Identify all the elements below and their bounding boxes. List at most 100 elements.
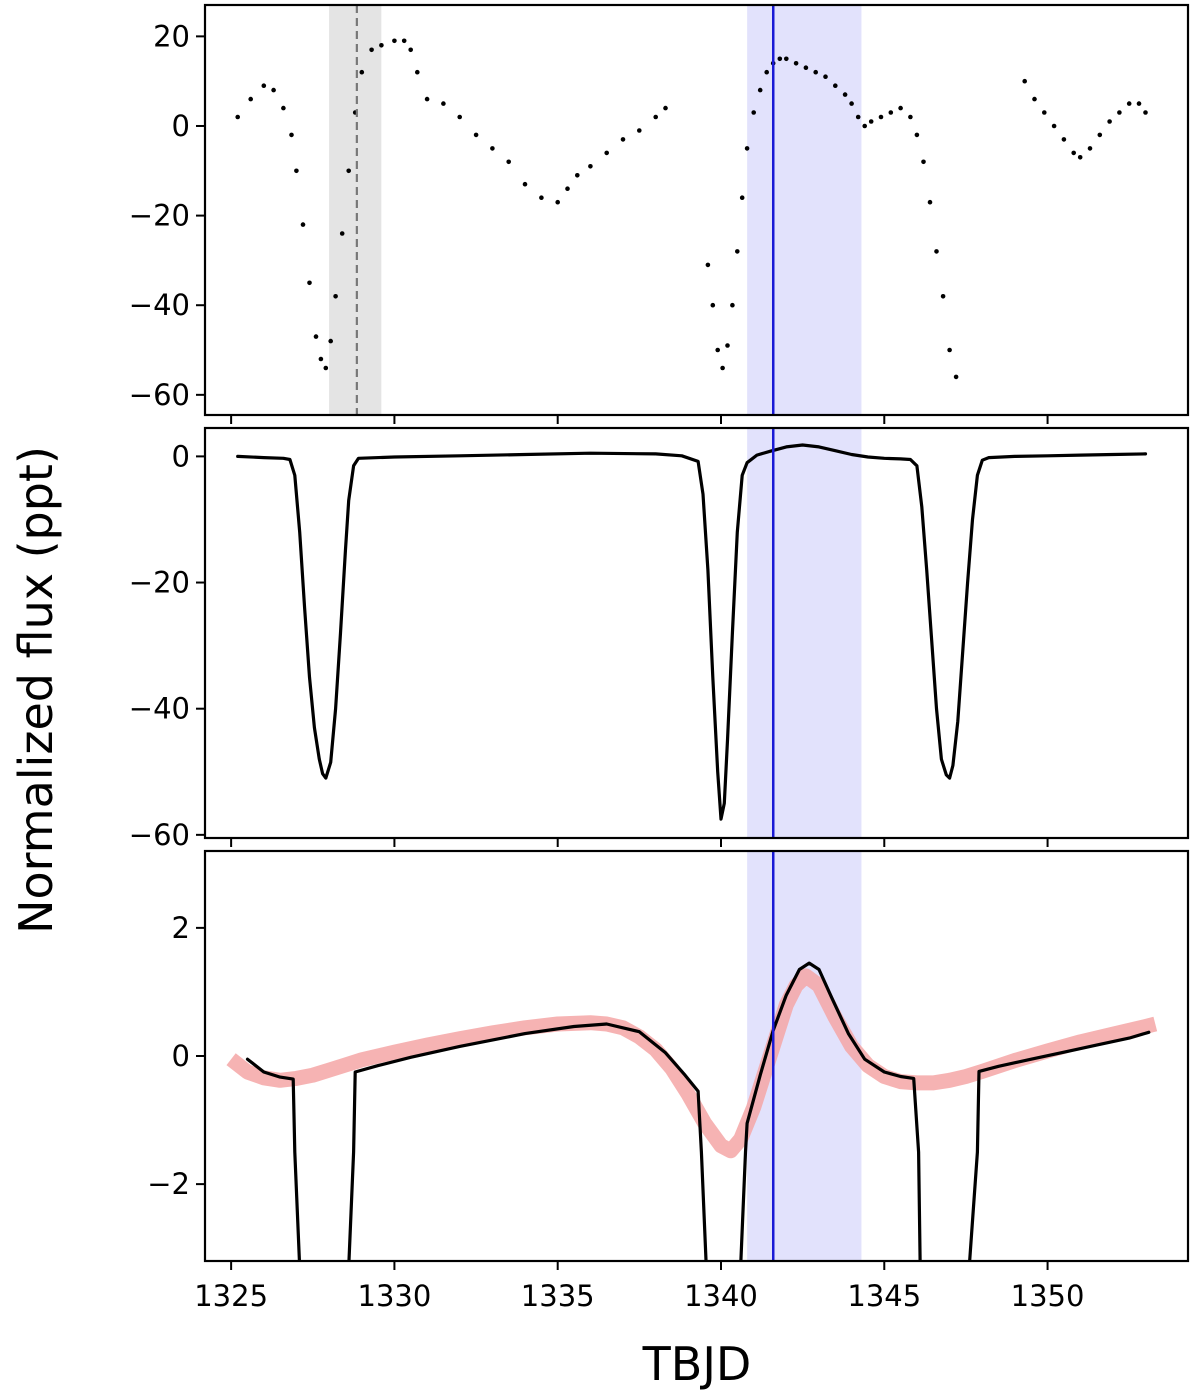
data-point	[281, 105, 286, 111]
data-point	[823, 74, 828, 79]
data-point	[235, 114, 240, 120]
x-tick-label: 1335	[521, 1279, 595, 1313]
panel-middle: 0 −20 −40 −60	[129, 426, 1190, 852]
data-point	[784, 56, 789, 62]
data-point	[710, 302, 716, 308]
data-point	[346, 168, 352, 174]
data-point	[392, 38, 397, 44]
axes-frame	[203, 3, 1190, 417]
model-line	[236, 443, 1148, 821]
data-point	[379, 43, 384, 48]
data-point	[1022, 78, 1027, 84]
x-tick-label: 1350	[1011, 1279, 1085, 1313]
data-point	[575, 173, 580, 178]
data-point	[1126, 101, 1132, 106]
smooth-component-line	[226, 968, 1158, 1159]
shaded-span	[747, 428, 862, 838]
data-point	[1087, 146, 1093, 151]
plot-area	[226, 851, 1158, 1261]
data-point	[878, 114, 884, 120]
plot-area	[236, 428, 1148, 838]
panel-bottom: 2 0 −2 1325 1330 1335 1340 1345 1350	[147, 849, 1190, 1313]
data-point	[333, 294, 338, 299]
data-point	[401, 38, 407, 44]
data-point	[457, 114, 463, 120]
data-point	[522, 181, 528, 187]
data-point	[620, 137, 626, 142]
data-point	[927, 199, 933, 205]
data-point	[318, 356, 324, 362]
panel-top: 20 0 −20 −40 −60	[129, 3, 1190, 424]
panels-group: 200−20−40−600−20−40−60 20 −2 1325 1330 1335 13…	[129, 3, 1190, 1313]
data-point	[908, 114, 913, 120]
data-point	[940, 294, 946, 299]
data-point	[313, 334, 319, 339]
axes-frame	[203, 426, 1190, 840]
data-point	[1032, 96, 1037, 102]
data-point	[261, 83, 267, 88]
data-point	[604, 150, 609, 156]
y-tick-label: −60	[129, 818, 190, 852]
y-tick-label: −60	[129, 378, 190, 412]
data-point	[1143, 110, 1148, 115]
data-point	[506, 159, 512, 165]
data-point	[868, 119, 874, 124]
data-point	[294, 168, 299, 174]
data-point	[833, 83, 838, 88]
data-point	[473, 132, 479, 138]
x-axis-title: TBJD	[642, 1337, 752, 1391]
data-point	[289, 132, 294, 138]
data-point	[921, 159, 926, 165]
data-point	[441, 101, 446, 106]
data-point	[1107, 119, 1112, 124]
data-point	[715, 347, 720, 353]
data-point	[764, 69, 769, 75]
y-tick-label: 20	[153, 19, 190, 53]
data-point	[898, 105, 903, 111]
data-point	[1097, 132, 1103, 138]
x-tick-label: 1345	[847, 1279, 921, 1313]
data-point	[855, 114, 861, 120]
x-tick-label: 1325	[194, 1279, 268, 1313]
data-point	[339, 231, 345, 236]
data-point	[914, 132, 920, 138]
model-line	[245, 961, 1151, 1261]
scatter-series	[235, 38, 1148, 380]
data-point	[663, 105, 668, 111]
data-point	[720, 365, 725, 371]
data-point	[555, 199, 560, 205]
data-point	[1051, 123, 1057, 129]
data-point	[842, 92, 848, 97]
data-point	[739, 195, 745, 200]
y-tick-label: −2	[147, 1167, 190, 1201]
data-point	[408, 47, 414, 53]
data-point	[1077, 155, 1083, 160]
data-point	[271, 87, 276, 93]
data-point	[323, 365, 329, 371]
data-point	[953, 374, 959, 380]
x-tick-label: 1330	[358, 1279, 432, 1313]
data-point	[705, 262, 711, 268]
data-point	[1071, 150, 1076, 156]
data-point	[934, 249, 939, 254]
data-point	[725, 343, 730, 348]
data-point	[1136, 101, 1142, 106]
data-point	[862, 123, 867, 129]
data-point	[803, 65, 809, 70]
data-point	[735, 249, 740, 254]
data-point	[424, 96, 430, 102]
data-point	[328, 338, 334, 344]
shaded-span	[329, 5, 382, 415]
data-point	[415, 69, 420, 75]
y-tick-label: −20	[129, 566, 190, 600]
data-point	[1117, 110, 1122, 115]
data-point	[307, 280, 312, 286]
data-point	[565, 186, 570, 191]
data-point	[813, 69, 818, 75]
data-point	[359, 69, 365, 75]
data-point	[539, 195, 544, 200]
y-tick-label: −20	[129, 199, 190, 233]
data-point	[1061, 137, 1067, 142]
data-point	[777, 56, 783, 62]
data-point	[947, 347, 952, 353]
